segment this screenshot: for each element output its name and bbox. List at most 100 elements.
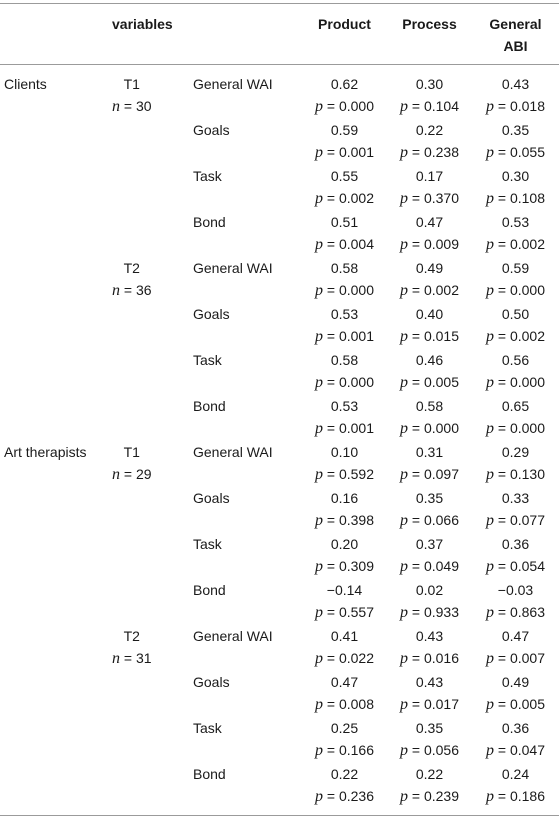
- n-symbol: n: [112, 466, 120, 483]
- p-value: p = 0.186: [472, 785, 559, 808]
- p-symbol: p: [400, 144, 408, 161]
- top-rule: [0, 3, 559, 4]
- p-value-number: = 0.002: [497, 236, 545, 252]
- p-value: p = 0.008: [302, 693, 387, 716]
- p-value-number: = 0.055: [497, 144, 545, 160]
- p-symbol: p: [486, 558, 494, 575]
- correlation-value: −0.03: [497, 582, 534, 598]
- p-value: p = 0.000: [472, 371, 559, 394]
- correlation-value: 0.37: [415, 536, 444, 552]
- variable-cell: Goals: [193, 674, 230, 690]
- p-value-number: = 0.557: [326, 604, 374, 620]
- sample-size: n = 36: [112, 279, 152, 302]
- time-label: T2 n = 36: [112, 257, 152, 302]
- time-cell: [105, 671, 193, 717]
- p-symbol: p: [400, 558, 408, 575]
- p-value-number: = 0.056: [411, 742, 459, 758]
- product-cell: 0.41 p = 0.022: [302, 625, 387, 671]
- general-cell: 0.43 p = 0.018: [472, 62, 559, 119]
- time-point: T1: [123, 76, 140, 92]
- general-cell: 0.47 p = 0.007: [472, 625, 559, 671]
- p-value-number: = 0.933: [411, 604, 459, 620]
- p-value: p = 0.009: [387, 233, 472, 256]
- p-value: p = 0.104: [387, 95, 472, 118]
- general-cell: 0.59 p = 0.000: [472, 257, 559, 303]
- p-symbol: p: [486, 236, 494, 253]
- group-cell: [0, 395, 105, 441]
- general-cell: 0.36 p = 0.054: [472, 533, 559, 579]
- p-symbol: p: [486, 98, 494, 115]
- p-symbol: p: [486, 512, 494, 529]
- variable-cell: Bond: [193, 214, 226, 230]
- correlation-value: 0.35: [415, 720, 444, 736]
- variable-cell: Goals: [193, 306, 230, 322]
- p-symbol: p: [486, 374, 494, 391]
- table-body: Clients T1 n = 30 General WAI 0.62 p = 0.000 0…: [0, 62, 559, 809]
- p-symbol: p: [486, 328, 494, 345]
- p-symbol: p: [315, 328, 323, 345]
- general-cell: 0.24 p = 0.186: [472, 763, 559, 809]
- process-cell: 0.22 p = 0.238: [387, 119, 472, 165]
- process-cell: 0.02 p = 0.933: [387, 579, 472, 625]
- header-general-abi-line2: ABI: [503, 38, 528, 54]
- p-value-number: = 0.016: [411, 650, 459, 666]
- correlation-value: 0.50: [501, 306, 530, 322]
- p-symbol: p: [315, 144, 323, 161]
- correlation-value: 0.51: [330, 214, 359, 230]
- correlation-value: 0.36: [501, 536, 530, 552]
- n-symbol: n: [112, 98, 120, 115]
- correlation-value: 0.25: [330, 720, 359, 736]
- correlation-value: 0.65: [501, 398, 530, 414]
- correlation-value: 0.22: [415, 122, 444, 138]
- correlation-value: 0.58: [330, 260, 359, 276]
- p-value-number: = 0.049: [411, 558, 459, 574]
- group-cell: [0, 579, 105, 625]
- p-value: p = 0.309: [302, 555, 387, 578]
- correlation-value: 0.22: [415, 766, 444, 782]
- p-value-number: = 0.000: [326, 282, 374, 298]
- p-value-number: = 0.239: [411, 788, 459, 804]
- p-value: p = 0.001: [302, 141, 387, 164]
- sample-size-value: = 30: [123, 98, 152, 114]
- product-cell: 0.62 p = 0.000: [302, 62, 387, 119]
- process-cell: 0.22 p = 0.239: [387, 763, 472, 809]
- p-value-number: = 0.097: [411, 466, 459, 482]
- variable-cell: Bond: [193, 766, 226, 782]
- p-symbol: p: [400, 282, 408, 299]
- correlation-value: 0.59: [330, 122, 359, 138]
- p-symbol: p: [486, 420, 494, 437]
- time-cell: T2 n = 36: [105, 257, 193, 303]
- variable-cell: Goals: [193, 490, 230, 506]
- correlation-value: 0.53: [501, 214, 530, 230]
- header-rule: [0, 64, 559, 65]
- p-value: p = 0.557: [302, 601, 387, 624]
- correlation-value: 0.49: [501, 674, 530, 690]
- correlation-value: 0.29: [501, 444, 530, 460]
- p-value-number: = 0.005: [411, 374, 459, 390]
- p-value-number: = 0.002: [326, 190, 374, 206]
- p-symbol: p: [486, 466, 494, 483]
- header-product: Product: [318, 16, 371, 32]
- p-value: p = 0.056: [387, 739, 472, 762]
- correlation-value: 0.47: [415, 214, 444, 230]
- header-row: variables Product Process General ABI: [0, 0, 559, 62]
- p-value: p = 0.022: [302, 647, 387, 670]
- p-value: p = 0.130: [472, 463, 559, 486]
- p-value-number: = 0.000: [326, 374, 374, 390]
- correlation-value: 0.10: [330, 444, 359, 460]
- p-value-number: = 0.000: [497, 420, 545, 436]
- p-value-number: = 0.863: [497, 604, 545, 620]
- product-cell: 0.16 p = 0.398: [302, 487, 387, 533]
- time-label: T2 n = 31: [112, 625, 152, 670]
- table-row: Bond 0.22 p = 0.236 0.22 p = 0.239 0.24 p = 0.…: [0, 763, 559, 809]
- time-cell: [105, 763, 193, 809]
- correlation-value: 0.46: [415, 352, 444, 368]
- p-symbol: p: [315, 512, 323, 529]
- table-row: Goals 0.53 p = 0.001 0.40 p = 0.015 0.50 p = 0…: [0, 303, 559, 349]
- p-value: p = 0.055: [472, 141, 559, 164]
- p-symbol: p: [315, 420, 323, 437]
- p-symbol: p: [486, 650, 494, 667]
- sample-size-value: = 36: [123, 282, 152, 298]
- time-cell: [105, 487, 193, 533]
